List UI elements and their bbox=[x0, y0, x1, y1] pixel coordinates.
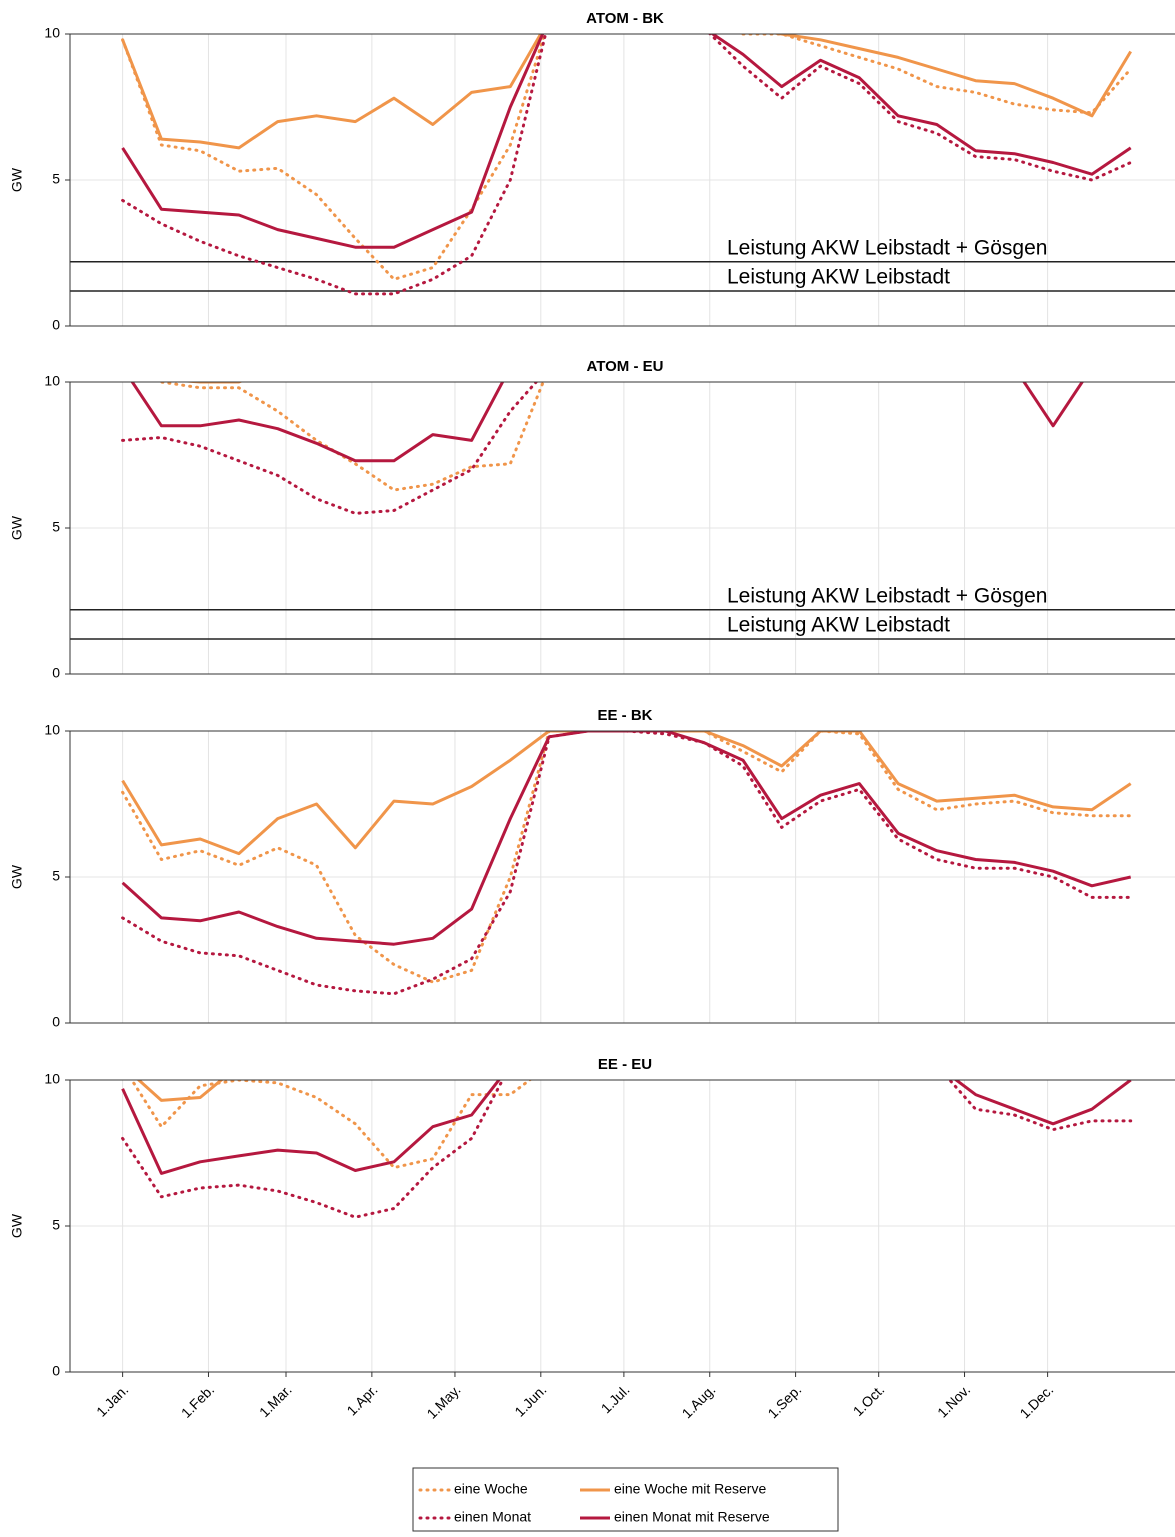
series-line bbox=[121, 731, 1133, 996]
series-line bbox=[130, 382, 1085, 463]
legend-box bbox=[412, 1467, 839, 1532]
panel: 0 5 10 GW ATOM - BK Leistung AKW Leibstadt + … bbox=[9, 10, 1175, 333]
series-line bbox=[121, 34, 1133, 296]
plot-area bbox=[121, 1080, 1133, 1219]
series-line bbox=[180, 382, 244, 384]
y-tick-label: 10 bbox=[44, 722, 60, 738]
y-tick-label: 5 bbox=[52, 868, 60, 884]
y-tick-label: 0 bbox=[52, 317, 60, 333]
x-tick-label: 1.Mar. bbox=[256, 1381, 295, 1420]
x-tick-label: 1.Apr. bbox=[343, 1381, 380, 1418]
series-line bbox=[121, 731, 1132, 946]
panel: 0 5 10 GW ATOM - EU Leistung AKW Leibstadt + … bbox=[9, 358, 1175, 681]
x-tick-label: 1.May. bbox=[423, 1381, 463, 1421]
plot-area bbox=[121, 34, 1133, 296]
legend: eine Woche eine Woche mit Reserve einen Mo… bbox=[412, 1467, 839, 1532]
panel-title: EE - BK bbox=[597, 707, 652, 724]
reference-label: Leistung AKW Leibstadt bbox=[727, 266, 950, 289]
series-line bbox=[121, 382, 539, 515]
x-tick-label: 1.Sep. bbox=[764, 1381, 804, 1421]
plot-area bbox=[121, 731, 1133, 996]
y-axis-label: GW bbox=[9, 167, 25, 192]
series-line bbox=[130, 1080, 533, 1170]
y-axis-label: GW bbox=[9, 864, 25, 889]
legend-label: einen Monat bbox=[454, 1509, 531, 1525]
panel: 0 5 10 GW EE - BK bbox=[9, 707, 1175, 1030]
y-tick-label: 0 bbox=[52, 1363, 60, 1379]
series-line bbox=[121, 1080, 1133, 1219]
x-tick-label: 1.Jul. bbox=[598, 1381, 633, 1416]
y-tick-label: 5 bbox=[52, 171, 60, 187]
series-line bbox=[121, 1080, 1132, 1175]
x-tick-label: 1.Jun. bbox=[511, 1381, 549, 1419]
y-axis-label: GW bbox=[9, 1213, 25, 1238]
y-tick-label: 10 bbox=[44, 373, 60, 389]
reference-label: Leistung AKW Leibstadt + Gösgen bbox=[727, 584, 1047, 607]
x-tick-label: 1.Feb. bbox=[178, 1381, 217, 1420]
y-tick-label: 5 bbox=[52, 519, 60, 535]
series-line bbox=[121, 34, 1132, 150]
panel-title: ATOM - BK bbox=[586, 10, 664, 27]
y-tick-label: 10 bbox=[44, 1071, 60, 1087]
y-tick-label: 0 bbox=[52, 665, 60, 681]
y-tick-label: 0 bbox=[52, 1014, 60, 1030]
reference-label: Leistung AKW Leibstadt + Gösgen bbox=[727, 236, 1047, 259]
plot-area bbox=[121, 382, 1085, 515]
series-line bbox=[157, 382, 545, 492]
x-tick-label: 1.Aug. bbox=[679, 1381, 719, 1421]
legend-label: eine Woche mit Reserve bbox=[614, 1481, 766, 1497]
reference-label: Leistung AKW Leibstadt bbox=[727, 614, 950, 637]
legend-label: eine Woche bbox=[454, 1481, 528, 1497]
y-tick-label: 5 bbox=[52, 1217, 60, 1233]
panel-title: EE - EU bbox=[598, 1056, 652, 1073]
panel: 0 5 10 GW EE - EU 1.Jan. 1.Feb. 1.Mar. 1.Apr. 1.M… bbox=[9, 1056, 1175, 1422]
series-line bbox=[121, 731, 1133, 984]
panel-title: ATOM - EU bbox=[587, 358, 664, 375]
series-line bbox=[136, 1080, 224, 1102]
x-tick-label: 1.Dec. bbox=[1016, 1381, 1056, 1421]
y-tick-label: 10 bbox=[44, 25, 60, 41]
legend-label: einen Monat mit Reserve bbox=[614, 1509, 770, 1525]
y-axis-label: GW bbox=[9, 515, 25, 540]
x-tick-label: 1.Oct. bbox=[850, 1381, 888, 1419]
series-line bbox=[121, 34, 1132, 249]
series-line bbox=[121, 731, 1132, 856]
x-tick-label: 1.Jan. bbox=[93, 1381, 131, 1419]
x-tick-label: 1.Nov. bbox=[934, 1381, 973, 1420]
